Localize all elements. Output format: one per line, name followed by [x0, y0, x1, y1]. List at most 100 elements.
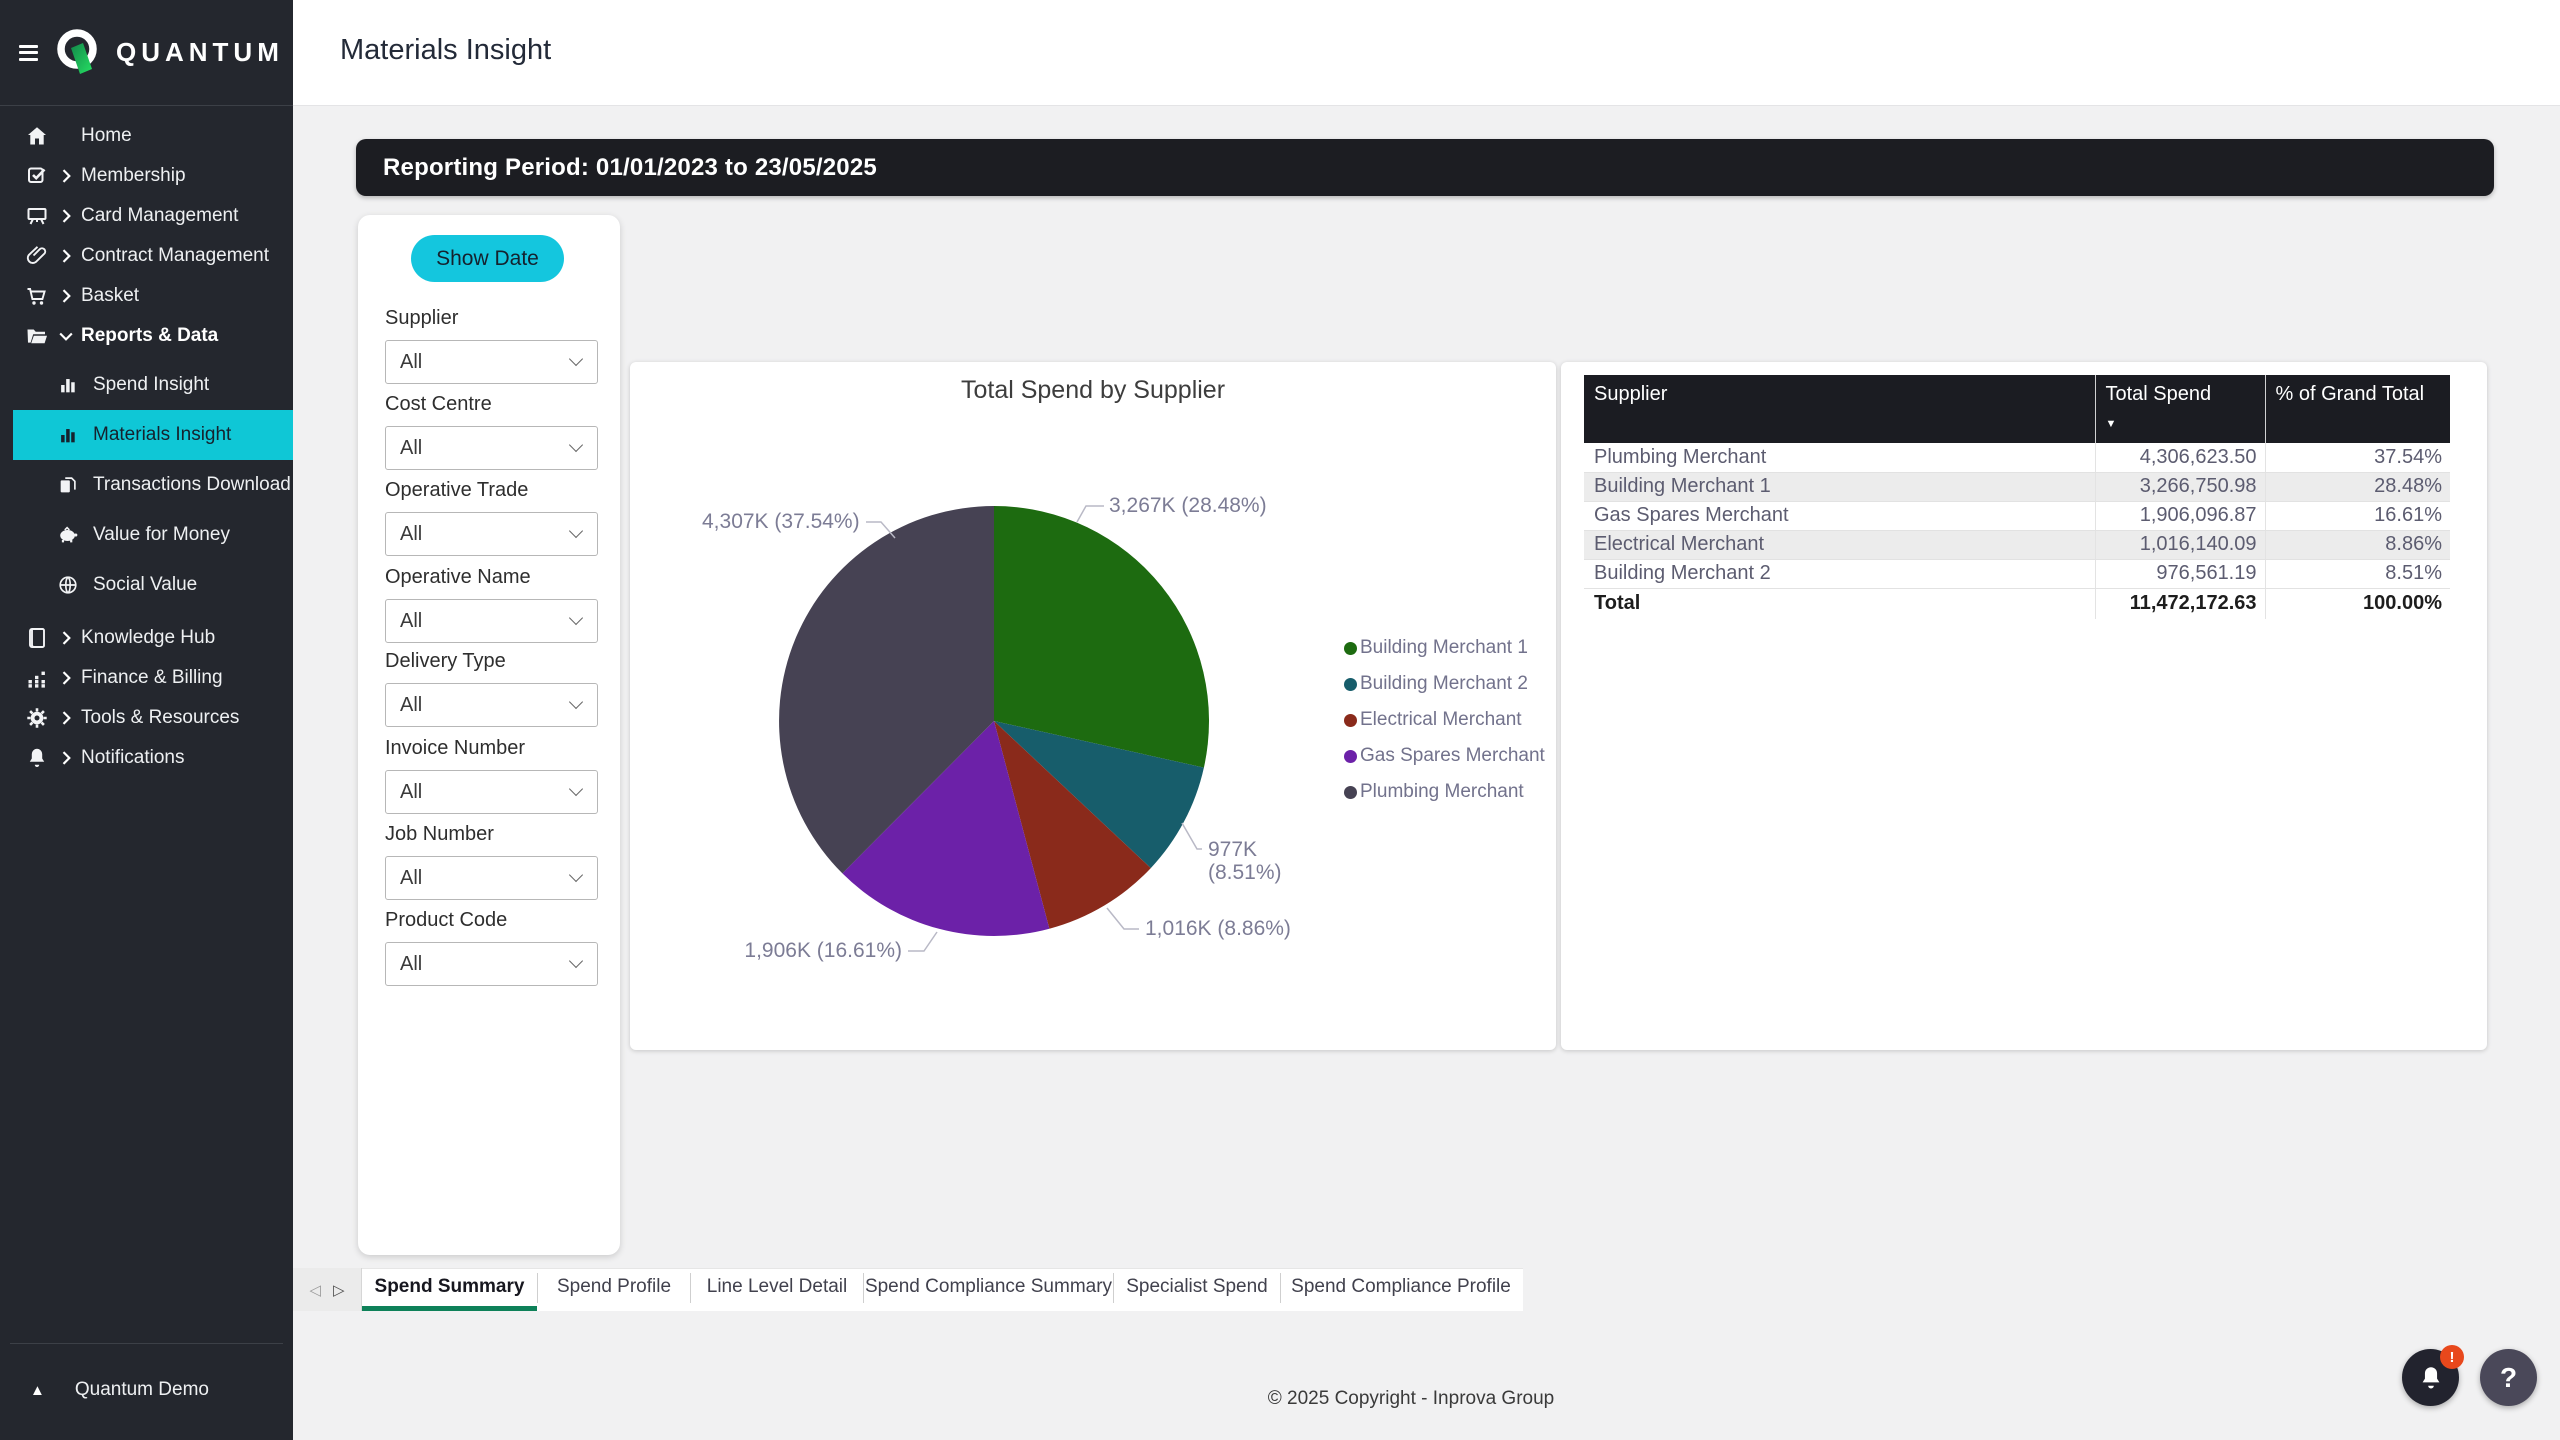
table-header-row: Supplier Total Spend ▼ % of Grand Total: [1584, 375, 2450, 443]
table-row[interactable]: Plumbing Merchant 4,306,623.50 37.54%: [1584, 443, 2450, 473]
notifications-fab[interactable]: !: [2402, 1345, 2464, 1406]
pie-slice[interactable]: [994, 506, 1210, 768]
pie-slice[interactable]: [779, 506, 994, 874]
tab-pager: ◁ ▷: [293, 1268, 362, 1311]
legend-item[interactable]: Building Merchant 2: [1344, 673, 1545, 694]
account-switcher[interactable]: ▲ Quantum Demo: [0, 1368, 293, 1412]
tab-spend-compliance-summary[interactable]: Spend Compliance Summary: [864, 1276, 1113, 1297]
legend-dot: [1344, 749, 1357, 763]
sidebar-item-social-value[interactable]: Social Value: [13, 560, 293, 610]
column-header-pct-grand-total[interactable]: % of Grand Total: [2264, 375, 2450, 443]
sidebar-item-tools-resources[interactable]: Tools & Resources: [0, 698, 293, 738]
documents-icon: [57, 474, 79, 496]
cart-icon: [25, 284, 49, 308]
delivery-type-select[interactable]: All: [385, 683, 598, 727]
filter-delivery-type: Delivery Type All: [385, 650, 598, 727]
globe-icon: [57, 574, 79, 596]
table-total-row: Total 11,472,172.63 100.00%: [1584, 587, 2450, 619]
column-header-supplier[interactable]: Supplier: [1584, 375, 2095, 443]
operative-trade-select[interactable]: All: [385, 512, 598, 556]
sidebar-item-value-for-money[interactable]: Value for Money: [13, 510, 293, 560]
filter-panel: Show Date Supplier All Cost Centre All O…: [358, 215, 620, 1255]
bell-icon: [2417, 1364, 2445, 1392]
legend-dot: [1344, 641, 1357, 655]
sidebar-item-materials-insight[interactable]: Materials Insight: [13, 410, 293, 460]
legend-dot: [1344, 677, 1357, 691]
sidebar-item-finance-billing[interactable]: Finance & Billing: [0, 658, 293, 698]
tab-spend-compliance-profile[interactable]: Spend Compliance Profile: [1291, 1276, 1511, 1297]
table-row[interactable]: Gas Spares Merchant 1,906,096.87 16.61%: [1584, 501, 2450, 531]
chevron-right-icon: [56, 206, 76, 226]
job-number-select[interactable]: All: [385, 856, 598, 900]
brand-name: QUANTUM: [116, 37, 284, 67]
membership-icon: [25, 164, 49, 188]
table-row[interactable]: Building Merchant 1 3,266,750.98 28.48%: [1584, 472, 2450, 502]
sidebar-item-home[interactable]: Home: [0, 116, 293, 156]
product-code-select[interactable]: All: [385, 942, 598, 986]
reporting-period-banner: Reporting Period: 01/01/2023 to 23/05/20…: [356, 139, 2494, 196]
pie-slice[interactable]: [994, 721, 1151, 929]
legend-dot: [1344, 713, 1357, 727]
book-icon: [25, 626, 49, 650]
filter-product-code: Product Code All: [385, 909, 598, 986]
prev-page-icon[interactable]: ◁: [309, 1281, 321, 1299]
legend-dot: [1344, 785, 1357, 799]
sidebar: QUANTUM Home Membership: [0, 0, 293, 1440]
sidebar-item-spend-insight[interactable]: Spend Insight: [13, 360, 293, 410]
chevron-right-icon: [56, 708, 76, 728]
pie-slice[interactable]: [842, 721, 1050, 936]
pie-data-labels: 3,267K (28.48%) 4,307K (37.54%) 977K (8.…: [702, 494, 1291, 962]
sidebar-item-transactions-download[interactable]: Transactions Download: [13, 460, 293, 510]
sidebar-item-reports-data[interactable]: Reports & Data: [0, 316, 293, 356]
bar-chart-icon: [57, 374, 79, 396]
supplier-select[interactable]: All: [385, 340, 598, 384]
legend-item[interactable]: Building Merchant 1: [1344, 637, 1545, 658]
pie-chart: 3,267K (28.48%) 4,307K (37.54%) 977K (8.…: [702, 494, 1291, 962]
legend-item[interactable]: Electrical Merchant: [1344, 709, 1545, 730]
sidebar-item-membership[interactable]: Membership: [0, 156, 293, 196]
table-row[interactable]: Electrical Merchant 1,016,140.09 8.86%: [1584, 530, 2450, 560]
legend-item[interactable]: Plumbing Merchant: [1344, 781, 1545, 802]
pie-label: 3,267K (28.48%): [1109, 494, 1267, 517]
reporting-period-text: Reporting Period: 01/01/2023 to 23/05/20…: [383, 153, 877, 181]
chart-title: Total Spend by Supplier: [960, 376, 1226, 404]
filter-operative-name: Operative Name All: [385, 566, 598, 643]
bell-icon: [25, 746, 49, 770]
operative-name-select[interactable]: All: [385, 599, 598, 643]
legend-item[interactable]: Gas Spares Merchant: [1344, 745, 1545, 766]
help-icon: ?: [2499, 1361, 2518, 1393]
column-header-total-spend[interactable]: Total Spend ▼: [2094, 375, 2265, 443]
sidebar-item-card-management[interactable]: Card Management: [0, 196, 293, 236]
show-date-button[interactable]: Show Date: [411, 235, 564, 282]
spend-table-card: Supplier Total Spend ▼ % of Grand Total …: [1561, 362, 2487, 1050]
next-page-icon[interactable]: ▷: [333, 1281, 345, 1299]
sidebar-item-knowledge-hub[interactable]: Knowledge Hub: [0, 618, 293, 658]
sidebar-item-notifications[interactable]: Notifications: [0, 738, 293, 778]
hamburger-menu-icon[interactable]: [19, 44, 38, 61]
account-name: Quantum Demo: [74, 1379, 209, 1400]
help-fab[interactable]: ?: [2480, 1349, 2537, 1406]
sidebar-item-contract-management[interactable]: Contract Management: [0, 236, 293, 276]
sort-desc-icon: ▼: [2105, 418, 2117, 430]
tab-line-level-detail[interactable]: Line Level Detail: [706, 1276, 848, 1297]
chevron-down-icon: [56, 326, 76, 346]
spend-table: Supplier Total Spend ▼ % of Grand Total …: [1584, 375, 2450, 619]
top-bar: Materials Insight: [293, 0, 2560, 106]
quantum-logo-icon: [51, 26, 105, 80]
piggy-bank-icon: [57, 524, 79, 546]
sidebar-footer-divider: [10, 1343, 283, 1344]
paperclip-icon: [25, 244, 49, 268]
table-row[interactable]: Building Merchant 2 976,561.19 8.51%: [1584, 559, 2450, 589]
invoice-number-select[interactable]: All: [385, 770, 598, 814]
page-title: Materials Insight: [340, 34, 552, 66]
tab-spend-profile[interactable]: Spend Profile: [556, 1276, 672, 1297]
pie-slice[interactable]: [994, 721, 1204, 869]
sidebar-item-basket[interactable]: Basket: [0, 276, 293, 316]
tab-specialist-spend[interactable]: Specialist Spend: [1126, 1276, 1268, 1297]
chevron-right-icon: [56, 246, 76, 266]
chevron-right-icon: [56, 748, 76, 768]
gear-icon: [25, 706, 49, 730]
tab-spend-summary[interactable]: Spend Summary: [362, 1268, 537, 1311]
chevron-right-icon: [56, 668, 76, 688]
cost-centre-select[interactable]: All: [385, 426, 598, 470]
